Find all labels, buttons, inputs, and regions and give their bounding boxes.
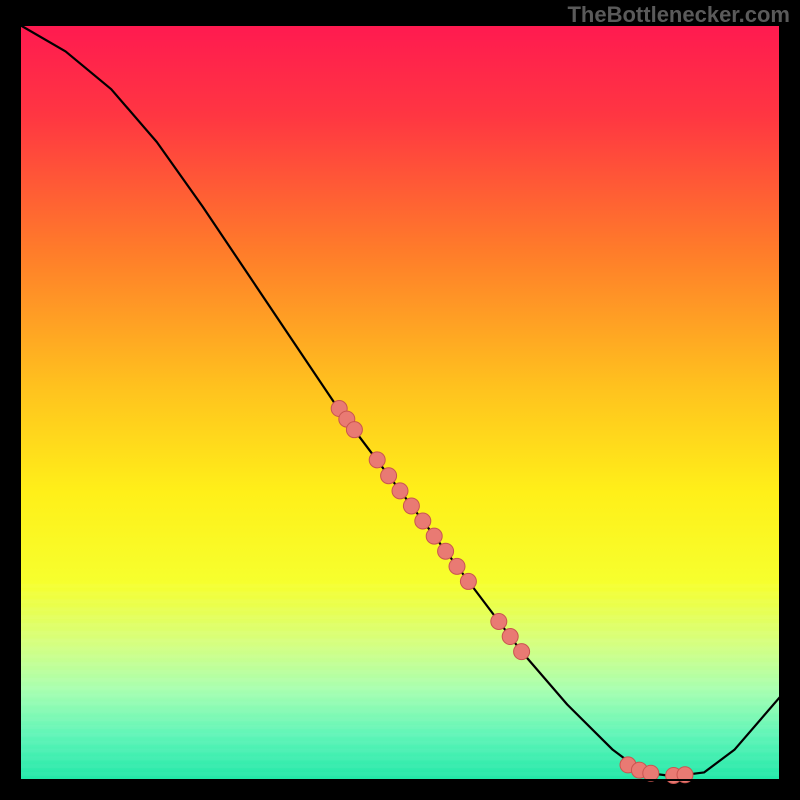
data-marker (392, 483, 408, 499)
data-marker (426, 528, 442, 544)
data-marker (491, 613, 507, 629)
data-marker (415, 513, 431, 529)
chart-container: TheBottlenecker.com (0, 0, 800, 800)
data-marker (514, 644, 530, 660)
data-marker (346, 422, 362, 438)
data-marker (449, 558, 465, 574)
watermark-text: TheBottlenecker.com (567, 2, 790, 28)
data-marker (502, 629, 518, 645)
data-marker (438, 543, 454, 559)
bottleneck-chart (0, 0, 800, 800)
data-marker (369, 452, 385, 468)
data-marker (403, 498, 419, 514)
data-marker (460, 573, 476, 589)
data-marker (381, 468, 397, 484)
data-marker (643, 765, 659, 781)
